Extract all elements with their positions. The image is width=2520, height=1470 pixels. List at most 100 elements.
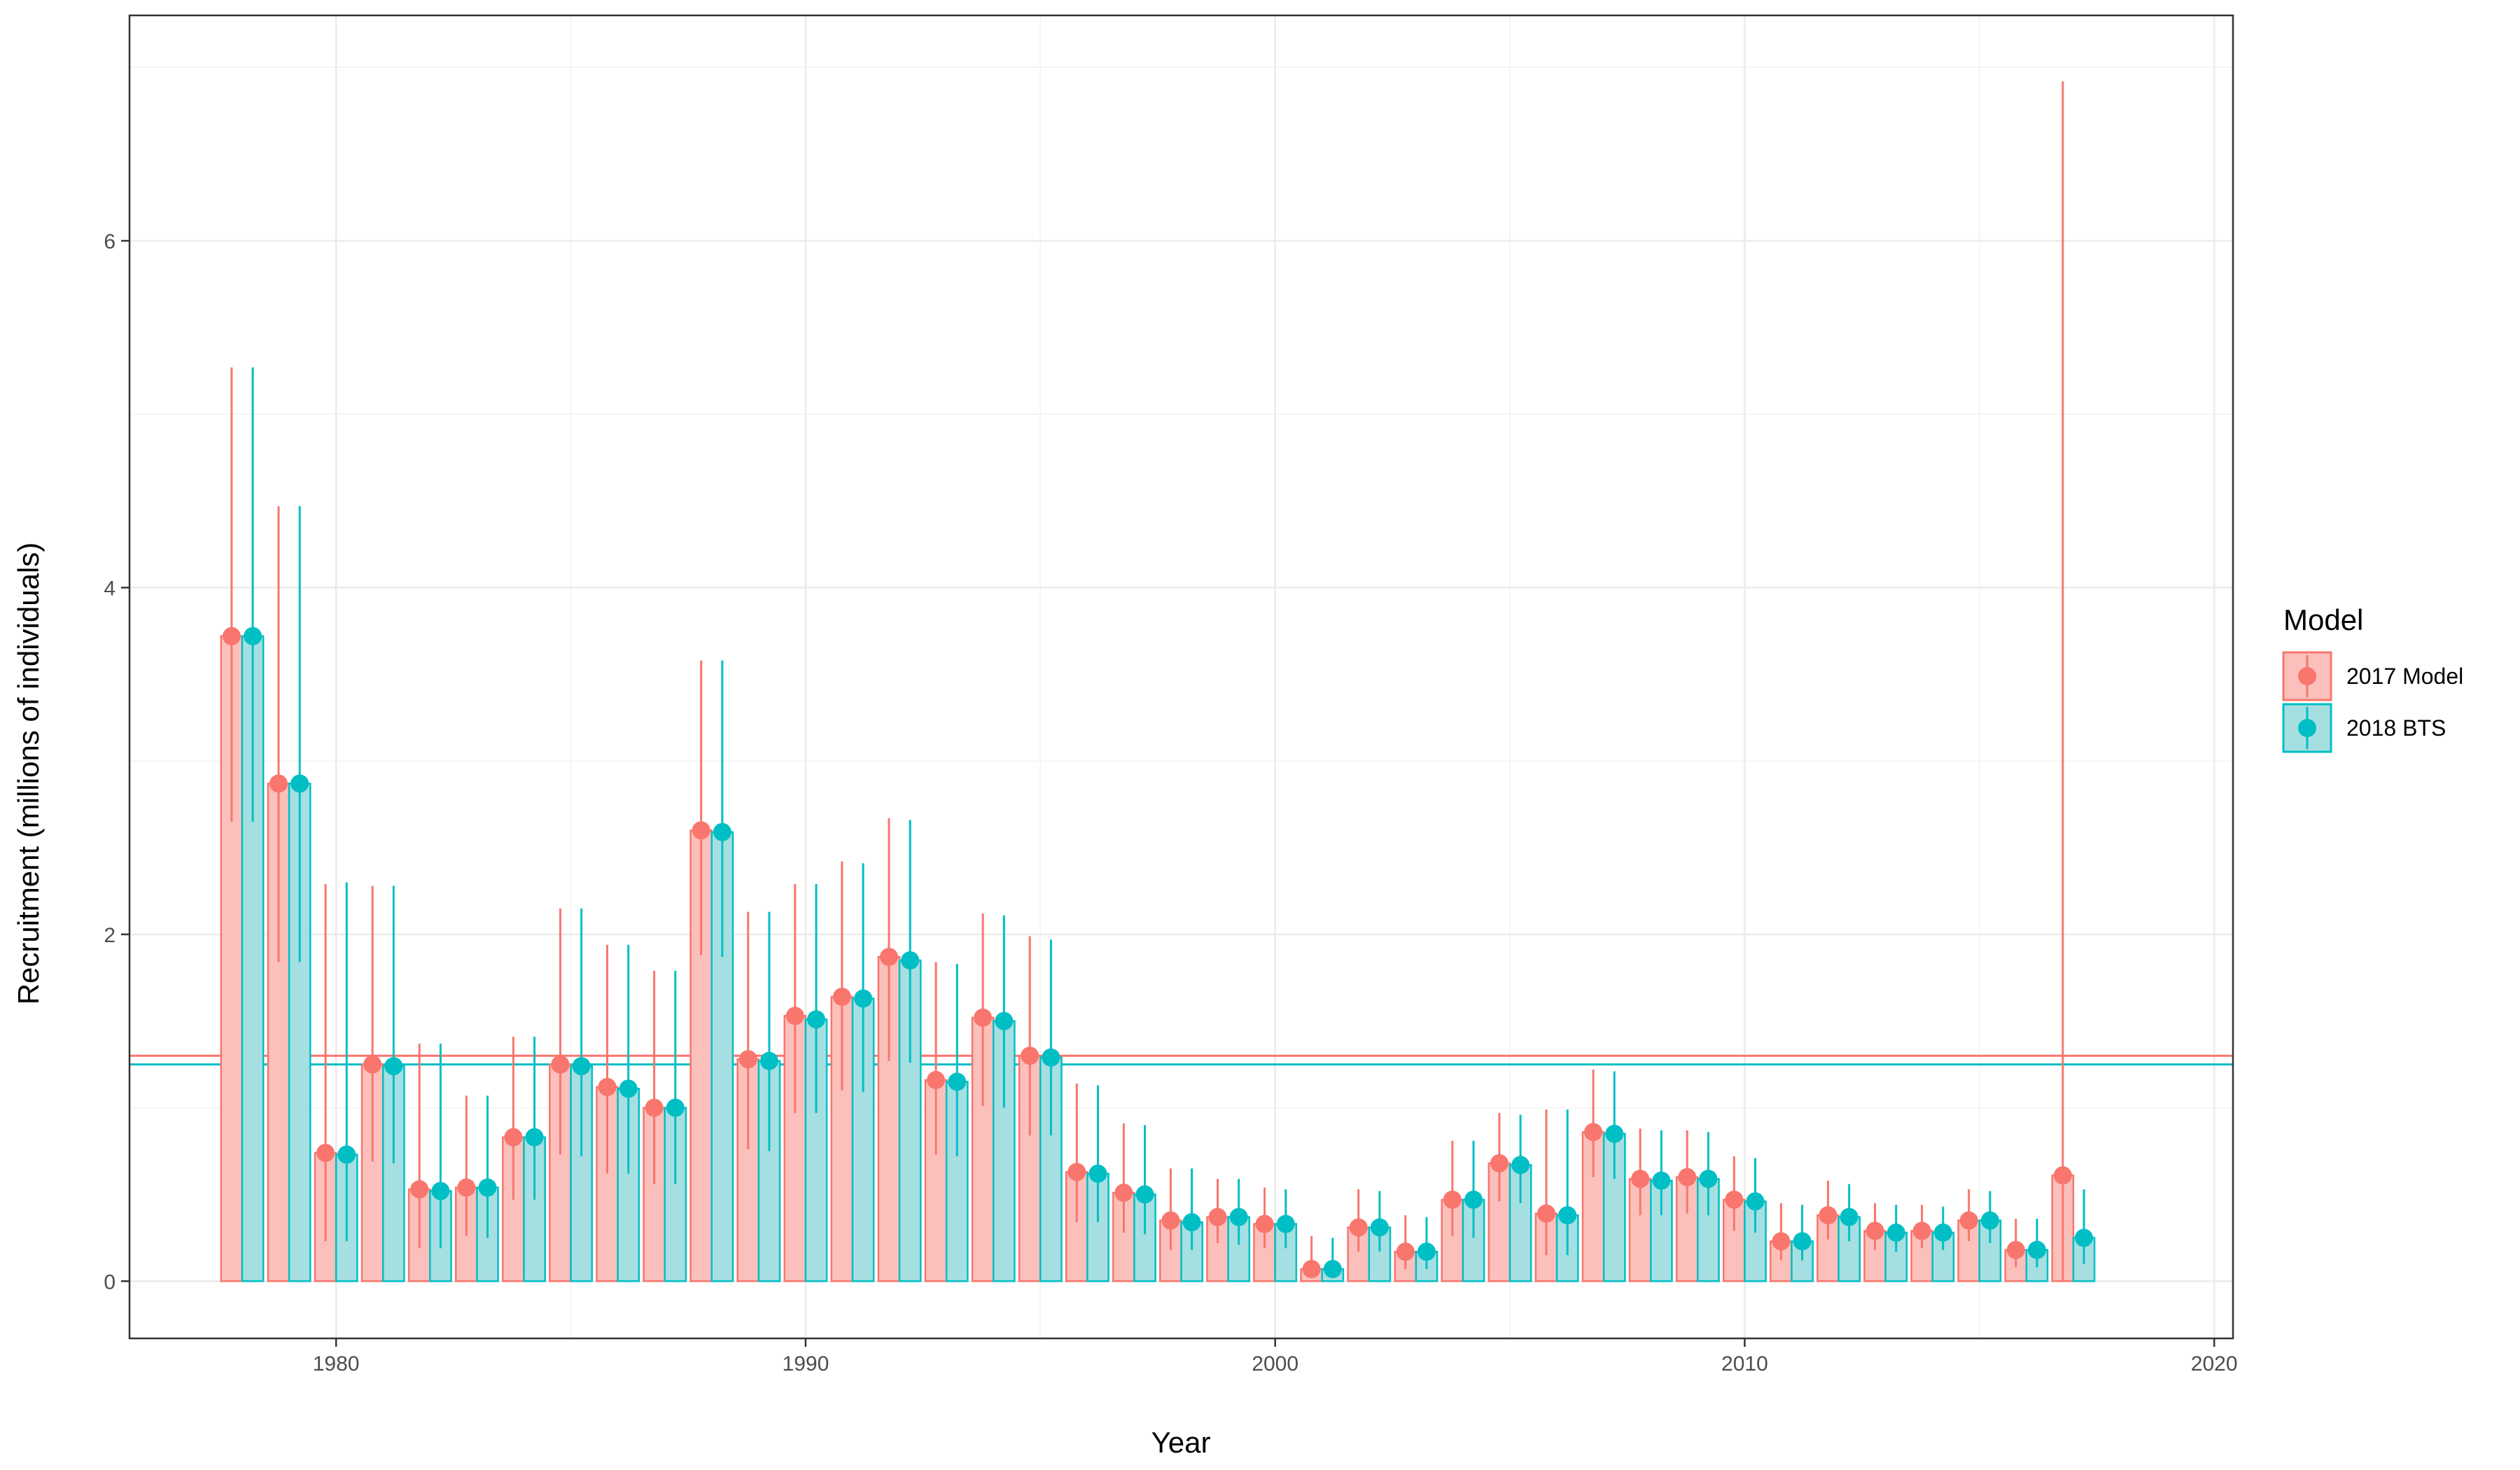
point-2018-bts — [478, 1178, 497, 1197]
point-2017-model — [1725, 1190, 1744, 1209]
point-2017-model — [1584, 1123, 1603, 1142]
point-2017-model — [1490, 1154, 1508, 1172]
point-2017-model — [1021, 1046, 1040, 1065]
bar-2017-model — [1488, 1162, 1511, 1282]
point-2018-bts — [1511, 1156, 1530, 1175]
point-2018-bts — [1370, 1218, 1389, 1237]
point-2018-bts — [806, 1010, 825, 1029]
point-2018-bts — [619, 1079, 638, 1098]
legend-key-point-2018-bts — [2298, 719, 2316, 737]
point-2018-bts — [1464, 1190, 1483, 1209]
point-2017-model — [1631, 1170, 1650, 1189]
point-2017-model — [1349, 1218, 1368, 1237]
point-2017-model — [2053, 1166, 2072, 1185]
point-2018-bts — [901, 951, 920, 969]
point-2018-bts — [337, 1145, 356, 1164]
point-2017-model — [1396, 1242, 1415, 1261]
x-axis-title: Year — [1152, 1426, 1211, 1459]
point-2018-bts — [995, 1011, 1014, 1030]
point-2017-model — [1208, 1208, 1227, 1226]
point-2018-bts — [1042, 1048, 1060, 1067]
y-tick-label: 0 — [104, 1270, 115, 1294]
grid-minor — [130, 15, 2233, 1338]
point-2017-model — [879, 948, 898, 967]
legend-items: 2017 Model 2018 BTS — [2282, 651, 2463, 753]
point-2018-bts — [1135, 1185, 1154, 1204]
bar-2017-model — [1581, 1130, 1605, 1282]
y-axis-title: Recruitment (millions of individuals) — [12, 542, 45, 1005]
error-bars — [230, 81, 2085, 1282]
x-tick-label: 1980 — [313, 1352, 360, 1376]
point-2018-bts — [431, 1182, 450, 1200]
point-2017-model — [1302, 1259, 1321, 1278]
point-2017-model — [1255, 1214, 1274, 1233]
point-2017-model — [1865, 1222, 1884, 1240]
x-tick-label: 2020 — [2191, 1352, 2238, 1376]
y-tick-label: 4 — [104, 577, 115, 600]
point-2017-model — [1772, 1232, 1791, 1251]
point-2017-model — [410, 1180, 429, 1198]
point-2018-bts — [244, 626, 262, 645]
point-2018-bts — [1558, 1206, 1577, 1225]
point-2018-bts — [1746, 1192, 1765, 1211]
y-axis-ticks: 0 2 4 6 — [104, 230, 130, 1294]
point-2018-bts — [1886, 1223, 1905, 1242]
point-2018-bts — [1840, 1208, 1858, 1226]
point-2017-model — [1068, 1163, 1086, 1182]
point-2017-model — [974, 1008, 993, 1027]
point-2017-model — [269, 774, 288, 793]
point-2018-bts — [1229, 1208, 1248, 1226]
point-2017-model — [504, 1128, 523, 1147]
point-2018-bts — [384, 1057, 403, 1076]
panel-border — [128, 14, 2234, 1340]
point-2018-bts — [1980, 1211, 1999, 1230]
point-2018-bts — [2027, 1240, 2046, 1259]
point-2018-bts — [290, 774, 309, 793]
bar-2018-bts — [523, 1136, 546, 1282]
point-2017-model — [551, 1055, 570, 1074]
point-2017-model — [598, 1077, 617, 1096]
point-2018-bts — [1933, 1223, 1952, 1242]
point-2017-model — [363, 1055, 382, 1074]
point-2017-model — [927, 1070, 946, 1089]
legend-label-2018-bts: 2018 BTS — [2346, 715, 2446, 741]
point-2018-bts — [1793, 1232, 1812, 1251]
point-2017-model — [1678, 1168, 1697, 1186]
point-2018-bts — [1276, 1214, 1295, 1233]
point-2017-model — [692, 821, 710, 840]
bar-2018-bts — [1837, 1216, 1861, 1282]
point-2018-bts — [572, 1057, 591, 1076]
point-2017-model — [457, 1178, 476, 1197]
bar-2018-bts — [1040, 1056, 1063, 1282]
point-2017-model — [1819, 1206, 1837, 1225]
legend: Model 2017 Model 2018 BTS — [2282, 603, 2463, 753]
point-2018-bts — [760, 1051, 778, 1070]
x-tick-label: 2010 — [1721, 1352, 1768, 1376]
point-2018-bts — [1652, 1171, 1671, 1190]
legend-key-point-2017-model — [2298, 667, 2316, 685]
point-2018-bts — [1605, 1124, 1624, 1143]
points — [222, 626, 2094, 1278]
point-2017-model — [1912, 1222, 1931, 1240]
point-2018-bts — [1182, 1213, 1201, 1232]
point-2017-model — [1443, 1190, 1462, 1209]
mean-lines — [130, 1054, 2233, 1066]
point-2018-bts — [948, 1072, 967, 1091]
point-2017-model — [785, 1007, 804, 1026]
point-2017-model — [832, 988, 851, 1007]
x-tick-label: 2000 — [1252, 1352, 1298, 1376]
point-2017-model — [222, 626, 241, 645]
point-2018-bts — [713, 822, 732, 841]
point-2017-model — [2006, 1240, 2025, 1259]
point-2018-bts — [1088, 1164, 1107, 1183]
legend-title: Model — [2283, 603, 2363, 636]
point-2017-model — [1114, 1183, 1133, 1202]
legend-label-2017-model: 2017 Model — [2346, 664, 2463, 689]
point-2018-bts — [666, 1098, 685, 1117]
y-tick-label: 2 — [104, 924, 115, 947]
point-2017-model — [1959, 1211, 1978, 1230]
x-axis-ticks: 1980 1990 2000 2010 2020 — [313, 1338, 2238, 1376]
point-2017-model — [1537, 1204, 1556, 1223]
x-tick-label: 1990 — [783, 1352, 830, 1376]
